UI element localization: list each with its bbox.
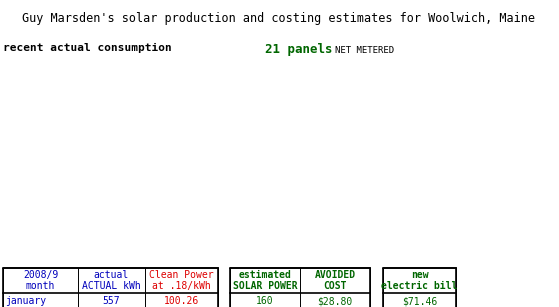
Text: new: new [411,270,428,280]
Text: january: january [5,297,46,306]
Text: month: month [26,281,55,291]
Text: Guy Marsden's solar production and costing estimates for Woolwich, Maine: Guy Marsden's solar production and costi… [22,12,536,25]
Bar [383,268,456,307]
Text: 21 panels: 21 panels [265,43,333,56]
Text: $71.46: $71.46 [402,297,437,306]
Text: AVOIDED: AVOIDED [314,270,356,280]
Text: $28.80: $28.80 [318,297,353,306]
Text: 557: 557 [103,297,120,306]
Text: 2008/9: 2008/9 [23,270,58,280]
Text: 160: 160 [256,297,274,306]
Bar [230,268,370,307]
Text: estimated: estimated [239,270,291,280]
Text: NET METERED: NET METERED [335,46,394,55]
Text: COST: COST [323,281,347,291]
Text: SOLAR POWER: SOLAR POWER [233,281,297,291]
Text: recent actual consumption: recent actual consumption [3,43,172,53]
Text: at .18/kWh: at .18/kWh [152,281,211,291]
Text: ACTUAL kWh: ACTUAL kWh [82,281,141,291]
Text: 100.26: 100.26 [164,297,199,306]
Text: electric bill: electric bill [381,281,458,291]
Text: Clean Power: Clean Power [149,270,214,280]
Bar [3,268,218,307]
Text: actual: actual [94,270,129,280]
